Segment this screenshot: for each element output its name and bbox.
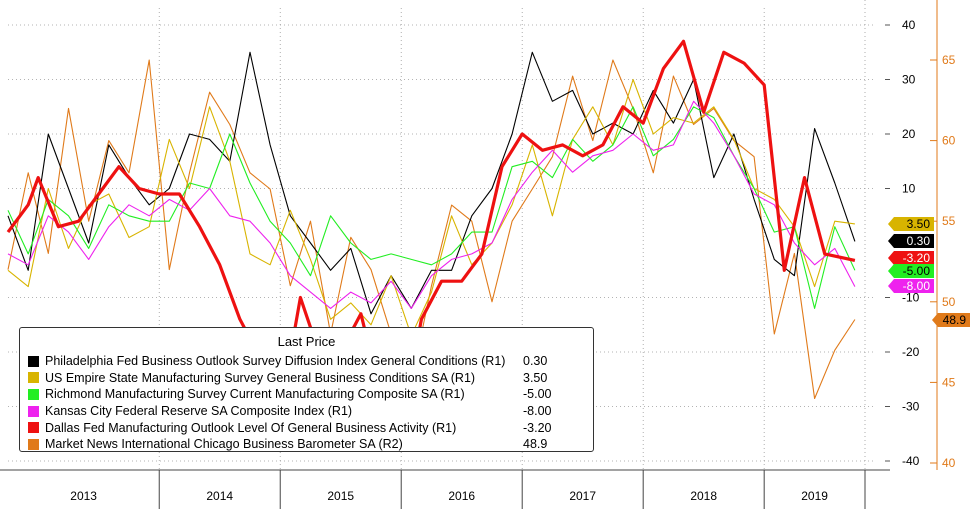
last-value-tag xyxy=(888,234,934,248)
x-tick-label: 2014 xyxy=(206,489,233,503)
last-value-tag xyxy=(888,279,934,293)
last-value-tag xyxy=(888,217,934,231)
x-tick-label: 2013 xyxy=(70,489,97,503)
x-tick-label: 2015 xyxy=(327,489,354,503)
left-tick-label: -40 xyxy=(902,454,920,468)
series-line-dallas-fed xyxy=(6,39,856,430)
series-line-kansas-city xyxy=(7,100,856,309)
legend-swatch xyxy=(28,355,39,367)
left-y-axis: 40 30 20 10 -10 -20 -30 -40 xyxy=(885,18,920,468)
right-tick-label: 50 xyxy=(942,295,956,309)
last-value-tags: 3.50 0.30 -3.20-5.00-8.00 48.9 xyxy=(888,217,970,327)
right-y-axis: 65 60 55 50 45 40 xyxy=(930,0,956,470)
right-tick-label: 40 xyxy=(942,456,956,470)
legend-entry: US Empire State Manufacturing Survey Gen… xyxy=(28,370,585,387)
last-value-tag-label: -3.20 xyxy=(903,251,931,265)
series-lines xyxy=(6,39,856,430)
legend-swatch xyxy=(28,388,39,400)
left-tick-label: 30 xyxy=(902,73,916,87)
legend-last-value: -3.20 xyxy=(523,420,552,435)
x-tick-label: 2018 xyxy=(690,489,717,503)
last-value-tag-label: -8.00 xyxy=(903,279,931,293)
legend-rows: Philadelphia Fed Business Outlook Survey… xyxy=(28,353,585,453)
last-value-tag xyxy=(888,264,934,278)
x-tick-label: 2016 xyxy=(448,489,475,503)
legend-series-name: US Empire State Manufacturing Survey Gen… xyxy=(45,370,476,385)
legend-last-value: 0.30 xyxy=(523,354,548,369)
legend-last-value: -8.00 xyxy=(523,404,552,419)
x-tick-label: 2019 xyxy=(801,489,828,503)
x-axis: 2013 2014 2015 2016 2017 2018 2019 xyxy=(70,470,866,509)
legend-series-name: Dallas Fed Manufacturing Outlook Level O… xyxy=(45,420,457,435)
legend-last-value: 3.50 xyxy=(523,370,548,385)
right-tick-label: 65 xyxy=(942,53,956,67)
series-line-market-news xyxy=(7,59,856,400)
legend-swatch xyxy=(28,372,39,384)
left-tick-label: 40 xyxy=(902,18,916,32)
last-value-tag-label: -5.00 xyxy=(903,264,931,278)
series-line-us-empire xyxy=(7,78,855,337)
last-value-tag-label: 0.30 xyxy=(907,234,931,248)
legend-series-name: Market News International Chicago Busine… xyxy=(45,437,403,452)
legend-swatch xyxy=(28,405,39,417)
right-tick-label: 55 xyxy=(942,214,956,228)
legend-series-name: Kansas City Federal Reserve SA Composite… xyxy=(45,404,353,419)
left-tick-label: 20 xyxy=(902,127,916,141)
series-line-philadelphia-fed xyxy=(7,51,856,315)
legend-last-value: 48.9 xyxy=(523,437,548,452)
legend: Last Price Philadelphia Fed Business Out… xyxy=(19,327,594,452)
legend-entry: Dallas Fed Manufacturing Outlook Level O… xyxy=(28,419,585,436)
legend-series-name: Philadelphia Fed Business Outlook Survey… xyxy=(45,354,506,369)
plot-frame xyxy=(0,0,890,471)
last-value-tag xyxy=(932,313,970,327)
legend-title: Last Price xyxy=(277,334,336,349)
legend-last-value: -5.00 xyxy=(523,387,552,402)
left-tick-label: -30 xyxy=(902,400,920,414)
x-tick-label: 2017 xyxy=(569,489,596,503)
left-tick-label: -20 xyxy=(902,345,920,359)
legend-swatch xyxy=(28,422,39,434)
left-tick-label: 10 xyxy=(902,182,916,196)
right-tick-label: 60 xyxy=(942,134,956,148)
legend-entry: Market News International Chicago Busine… xyxy=(28,436,585,453)
legend-series-name: Richmond Manufacturing Survey Current Ma… xyxy=(45,387,465,402)
last-value-tag xyxy=(888,251,934,265)
series-line-richmond-manufacturing xyxy=(7,106,856,309)
right-tick-label: 45 xyxy=(942,375,956,389)
legend-entry: Richmond Manufacturing Survey Current Ma… xyxy=(28,386,585,403)
legend-swatch xyxy=(28,438,39,450)
legend-entry: Philadelphia Fed Business Outlook Survey… xyxy=(28,353,585,370)
last-value-tag-label: 48.9 xyxy=(943,313,967,327)
last-value-tag-label: 3.50 xyxy=(907,217,931,231)
legend-entry: Kansas City Federal Reserve SA Composite… xyxy=(28,403,585,420)
left-tick-label: -10 xyxy=(902,291,920,305)
